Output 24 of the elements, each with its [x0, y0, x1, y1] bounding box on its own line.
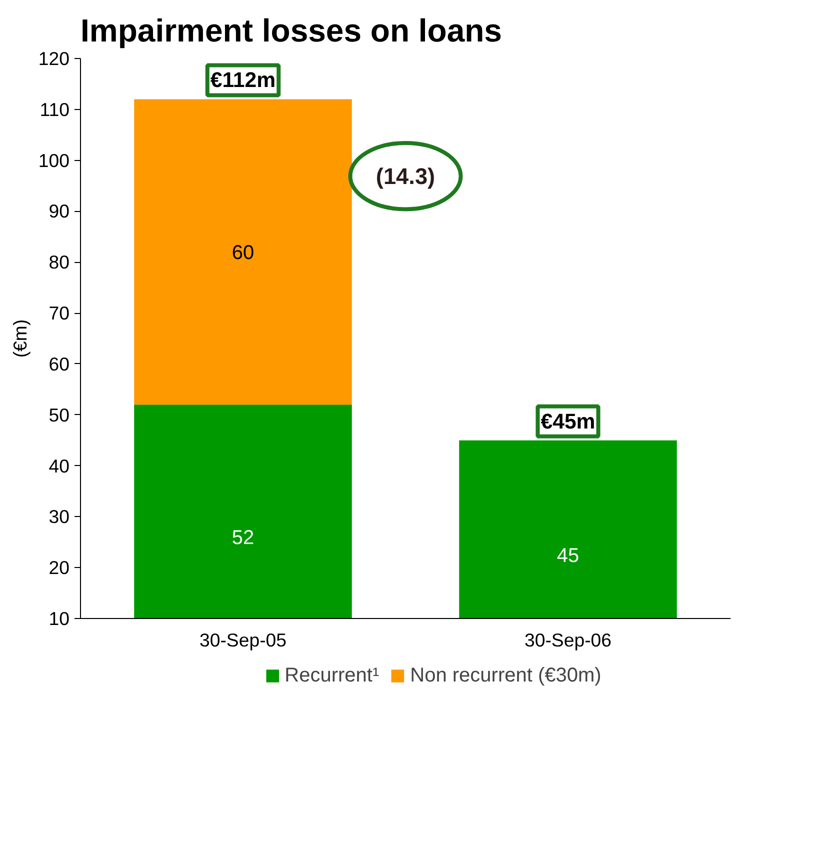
- y-tick-label: 10: [48, 608, 70, 629]
- y-tick-label: 50: [48, 404, 70, 426]
- legend-label: Recurrent¹: [284, 664, 380, 687]
- annotation: (14.3): [376, 163, 436, 190]
- y-tick-label: 100: [38, 150, 70, 171]
- y-tick-label: 110: [40, 98, 70, 120]
- y-tick-label: 60: [48, 353, 70, 374]
- x-tick-label: 30-Sep-05: [199, 630, 287, 650]
- y-tick-label: 120: [38, 48, 70, 69]
- x-tick-label: 30-Sep-06: [524, 630, 612, 650]
- y-tick-label: 80: [48, 252, 70, 273]
- legend-label: Non recurrent (€30m): [410, 664, 602, 687]
- y-tick-label: 90: [48, 200, 70, 222]
- y-tick-label: 30: [48, 506, 70, 528]
- total-label: €45m: [540, 409, 596, 434]
- y-axis-title: (€m): [9, 319, 30, 358]
- data-label: 45: [556, 544, 580, 567]
- data-label: 52: [232, 527, 254, 550]
- data-label: 60: [232, 242, 254, 264]
- y-tick-label: 40: [48, 455, 70, 476]
- y-tick-label: 70: [48, 302, 70, 324]
- y-tick-label: 20: [48, 557, 70, 578]
- chart-title: Impairment losses on loans: [80, 12, 502, 48]
- total-label: €112m: [210, 68, 276, 92]
